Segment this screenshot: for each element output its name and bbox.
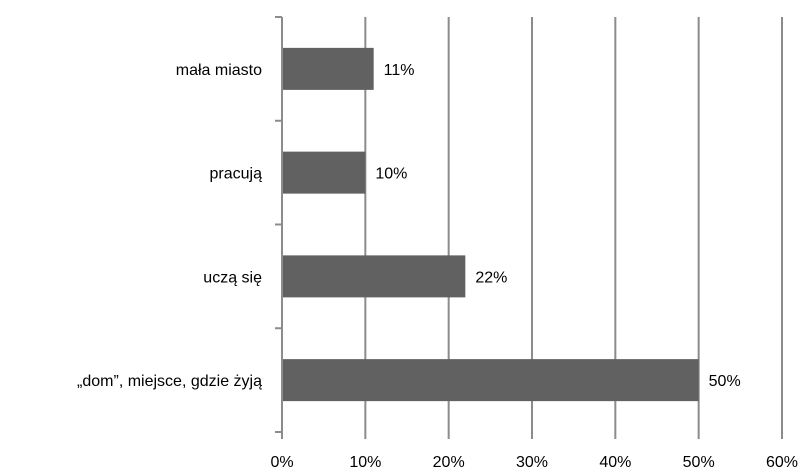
bar — [283, 255, 466, 298]
x-tick-label: 0% — [270, 454, 293, 471]
x-tick-label: 40% — [599, 454, 631, 471]
x-tick-label: 10% — [349, 454, 381, 471]
data-label: 11% — [384, 62, 415, 79]
category-label: uczą się — [203, 269, 262, 286]
y-axis — [275, 16, 783, 439]
data-label: 10% — [375, 166, 407, 183]
labels: 0% 10% 20% 30% 40% 50% 60% mała miasto 11% pracuj… — [77, 62, 798, 471]
x-tick-label: 50% — [683, 454, 715, 471]
category-label: „dom”, miejsce, gdzie żyją — [77, 373, 262, 390]
category-label: mała miasto — [176, 62, 262, 79]
bar — [283, 359, 699, 402]
data-label: 50% — [709, 373, 741, 390]
bars — [283, 47, 699, 402]
x-tick-label: 30% — [516, 454, 548, 471]
category-label: pracują — [210, 166, 263, 183]
x-tick-label: 60% — [766, 454, 798, 471]
x-tick-label: 20% — [433, 454, 465, 471]
bar — [283, 47, 374, 90]
data-label: 22% — [475, 269, 507, 286]
bar — [283, 151, 366, 194]
